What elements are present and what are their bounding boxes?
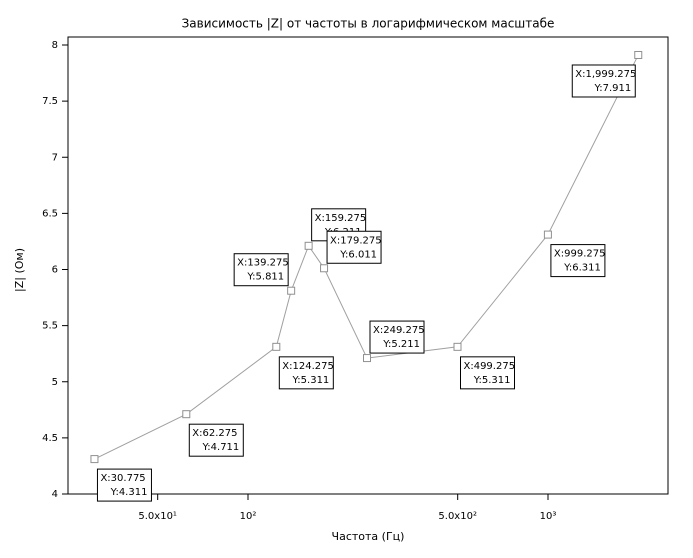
- y-tick-label: 7: [52, 152, 58, 163]
- data-label-x: X:179.275: [330, 235, 382, 246]
- data-label-x: X:249.275: [373, 325, 425, 336]
- data-point: [272, 342, 281, 351]
- x-tick-label: 10²: [240, 511, 257, 522]
- data-label: X:249.275 Y:5.211: [369, 320, 425, 354]
- data-label: X:999.275 Y:6.311: [550, 244, 606, 278]
- data-label-y: Y:6.011: [339, 249, 377, 260]
- data-label-box: [550, 244, 606, 278]
- data-label-y: Y:6.311: [563, 263, 601, 274]
- data-label-y: Y:4.311: [110, 487, 148, 498]
- data-label-box: [233, 253, 289, 287]
- y-tick-label: 5.5: [42, 321, 58, 332]
- data-line: [94, 54, 639, 460]
- x-tick-label: 10³: [540, 511, 557, 522]
- chart-title: Зависимость |Z| от частоты в логарифмиче…: [182, 17, 555, 31]
- y-tick-label: 7.5: [42, 96, 58, 107]
- data-label-y: Y:7.911: [593, 83, 631, 94]
- data-point: [304, 241, 313, 250]
- data-point: [287, 286, 296, 295]
- y-axis-label: |Z| (Ом): [13, 248, 26, 292]
- data-label-x: X:159.275: [315, 213, 367, 224]
- data-label-box: [96, 468, 152, 502]
- data-point: [363, 354, 372, 363]
- data-label: X:139.275 Y:5.811: [233, 253, 289, 287]
- x-axis-label: Частота (Гц): [332, 530, 405, 543]
- data-label-x: X:124.275: [282, 361, 334, 372]
- data-label: X:30.775 Y:4.311: [96, 468, 152, 502]
- data-label: X:1,999.275 Y:7.911: [571, 64, 636, 98]
- data-label-y: Y:5.311: [473, 375, 511, 386]
- y-tick-label: 8: [52, 40, 58, 51]
- x-tick-label: 5.0x10¹: [138, 511, 177, 522]
- data-label-y: Y:5.311: [292, 375, 330, 386]
- data-label-y: Y:5.811: [246, 272, 284, 283]
- data-label: X:62.275 Y:4.711: [188, 423, 244, 457]
- data-point: [634, 50, 643, 59]
- data-label-x: X:499.275: [463, 361, 515, 372]
- data-label-box: [571, 64, 636, 98]
- data-point: [182, 410, 191, 419]
- data-point: [543, 230, 552, 239]
- data-label-x: X:1,999.275: [575, 69, 636, 80]
- data-point: [453, 342, 462, 351]
- data-label-x: X:62.275: [192, 428, 237, 439]
- plot-frame: [67, 36, 669, 495]
- data-label-box: [459, 356, 515, 390]
- y-tick-label: 4.5: [42, 433, 58, 444]
- y-tick-label: 5: [52, 377, 58, 388]
- data-label-x: X:139.275: [237, 258, 289, 269]
- y-tick-label: 4: [52, 489, 58, 500]
- data-label: X:499.275 Y:5.311: [459, 356, 515, 390]
- data-point: [90, 455, 99, 464]
- data-label-y: Y:5.211: [382, 339, 420, 350]
- data-label: X:179.275 Y:6.011: [326, 230, 382, 264]
- data-label-box: [369, 320, 425, 354]
- data-label-x: X:30.775: [100, 473, 145, 484]
- data-label-box: [278, 356, 334, 390]
- y-tick-label: 6: [52, 265, 58, 276]
- y-tick-label: 6.5: [42, 208, 58, 219]
- data-label-x: X:999.275: [554, 249, 606, 260]
- x-tick-label: 5.0x10²: [438, 511, 477, 522]
- data-point: [320, 264, 329, 273]
- data-label: X:124.275 Y:5.311: [278, 356, 334, 390]
- data-label-box: [188, 423, 244, 457]
- data-label-box: [326, 230, 382, 264]
- data-label-y: Y:4.711: [202, 442, 240, 453]
